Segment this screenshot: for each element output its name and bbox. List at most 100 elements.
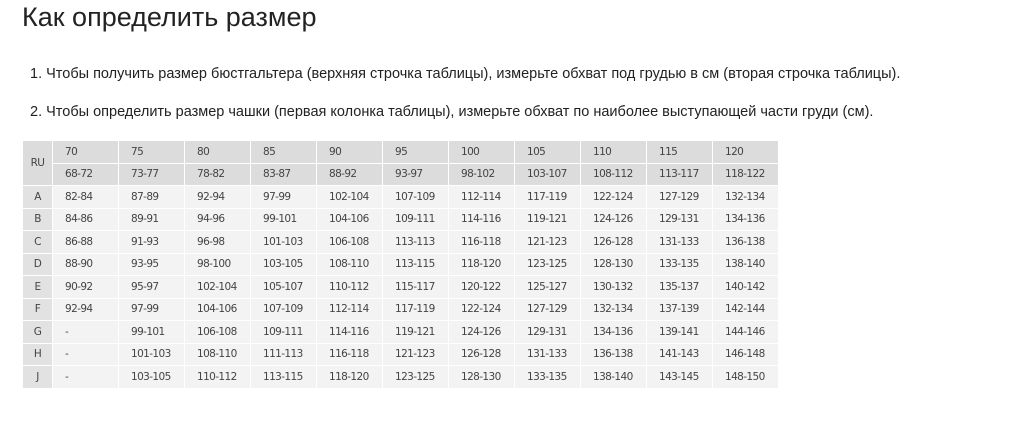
bust-range-cell: 134-136	[712, 207, 779, 231]
instruction-step-2: 2. Чтобы определить размер чашки (первая…	[30, 104, 874, 120]
bust-range-cell: 130-132	[580, 275, 647, 299]
bust-range-cell: 106-108	[184, 320, 251, 344]
bust-range-cell: 116-118	[316, 342, 383, 366]
bust-range-cell: 146-148	[712, 342, 779, 366]
underbust-cell: 108-112	[580, 162, 647, 186]
bust-range-cell: 90-92	[52, 275, 119, 299]
bust-range-cell: 121-123	[514, 230, 581, 254]
cup-cell: A	[22, 185, 53, 209]
band-size-cell: 120	[712, 140, 779, 164]
bust-range-cell: 122-124	[448, 297, 515, 321]
bust-range-cell: 113-113	[382, 230, 449, 254]
bust-range-cell: 129-131	[514, 320, 581, 344]
bust-range-cell: 104-106	[184, 297, 251, 321]
band-size-cell: 95	[382, 140, 449, 164]
band-size-cell: 105	[514, 140, 581, 164]
underbust-cell: 98-102	[448, 162, 515, 186]
bust-range-cell: 121-123	[382, 342, 449, 366]
bust-range-cell: 119-121	[382, 320, 449, 344]
bust-range-cell: 111-113	[250, 342, 317, 366]
bust-range-cell: 112-114	[316, 297, 383, 321]
bust-range-cell: 128-130	[448, 365, 515, 389]
bust-range-cell: 144-146	[712, 320, 779, 344]
bust-range-cell: 137-139	[646, 297, 713, 321]
cup-cell: H	[22, 342, 53, 366]
bust-range-cell: 136-138	[580, 342, 647, 366]
band-size-cell: 100	[448, 140, 515, 164]
bust-range-cell: 127-129	[514, 297, 581, 321]
bust-range-cell: 140-142	[712, 275, 779, 299]
bust-range-cell: 92-94	[52, 297, 119, 321]
bust-range-cell: 139-141	[646, 320, 713, 344]
bust-range-cell: 89-91	[118, 207, 185, 231]
bust-range-cell: 141-143	[646, 342, 713, 366]
bust-range-cell: 148-150	[712, 365, 779, 389]
cup-cell: J	[22, 365, 53, 389]
size-chart-table: RU 70 75 80 85 90 95 100 105 110 115 120 68-72 73-77 7…	[22, 140, 779, 389]
bust-range-cell: -	[52, 342, 119, 366]
underbust-cell: 78-82	[184, 162, 251, 186]
bust-range-cell: 97-99	[118, 297, 185, 321]
bust-range-cell: 133-135	[646, 252, 713, 276]
bust-range-cell: 95-97	[118, 275, 185, 299]
table-row: G -99-101 106-108 109-111 114-116 119-121 124-…	[22, 320, 779, 344]
bust-range-cell: 93-95	[118, 252, 185, 276]
bust-range-cell: 116-118	[448, 230, 515, 254]
bust-range-cell: 98-100	[184, 252, 251, 276]
underbust-cell: 83-87	[250, 162, 317, 186]
bust-range-cell: 106-108	[316, 230, 383, 254]
bust-range-cell: 118-120	[448, 252, 515, 276]
bust-range-cell: 123-125	[514, 252, 581, 276]
cup-cell: E	[22, 275, 53, 299]
underbust-cell: 113-117	[646, 162, 713, 186]
cup-cell: F	[22, 297, 53, 321]
underbust-cell: 68-72	[52, 162, 119, 186]
bust-range-cell: 138-140	[712, 252, 779, 276]
bust-range-cell: 107-109	[250, 297, 317, 321]
bust-range-cell: 103-105	[118, 365, 185, 389]
underbust-cell: 73-77	[118, 162, 185, 186]
bust-range-cell: 82-84	[52, 185, 119, 209]
bust-range-cell: 115-117	[382, 275, 449, 299]
bust-range-cell: 132-134	[580, 297, 647, 321]
bust-range-cell: 105-107	[250, 275, 317, 299]
bust-range-cell: 99-101	[118, 320, 185, 344]
bust-range-cell: 113-115	[382, 252, 449, 276]
bust-range-cell: 142-144	[712, 297, 779, 321]
underbust-cell: 93-97	[382, 162, 449, 186]
bust-range-cell: 108-110	[316, 252, 383, 276]
bust-range-cell: 143-145	[646, 365, 713, 389]
underbust-cell: 88-92	[316, 162, 383, 186]
bust-range-cell: 91-93	[118, 230, 185, 254]
underbust-cell: 118-122	[712, 162, 779, 186]
bust-range-cell: 122-124	[580, 185, 647, 209]
table-row: A 82-84 87-89 92-94 97-99 102-104 107-109 112-1…	[22, 185, 779, 209]
cup-cell: B	[22, 207, 53, 231]
bust-range-cell: 124-126	[580, 207, 647, 231]
table-row: J -103-105 110-112 113-115 118-120 123-125 128…	[22, 365, 779, 389]
bust-range-cell: 110-112	[184, 365, 251, 389]
band-size-cell: 90	[316, 140, 383, 164]
bust-range-cell: 132-134	[712, 185, 779, 209]
bust-range-cell: 117-119	[382, 297, 449, 321]
table-row: B 84-86 89-91 94-96 99-101 104-106 109-111 114-…	[22, 207, 779, 231]
bust-range-cell: 96-98	[184, 230, 251, 254]
bust-range-cell: 126-128	[580, 230, 647, 254]
table-row: C 86-88 91-93 96-98 101-103 106-108 113-113 116…	[22, 230, 779, 254]
instruction-step-1: 1. Чтобы получить размер бюстгальтера (в…	[30, 66, 901, 82]
bust-range-cell: 114-116	[316, 320, 383, 344]
bust-range-cell: 102-104	[316, 185, 383, 209]
bust-range-cell: -	[52, 365, 119, 389]
bust-range-cell: 108-110	[184, 342, 251, 366]
bust-range-cell: 118-120	[316, 365, 383, 389]
table-row: F 92-94 97-99 104-106 107-109 112-114 117-119 1…	[22, 297, 779, 321]
bust-range-cell: 138-140	[580, 365, 647, 389]
band-size-cell: 85	[250, 140, 317, 164]
bust-range-cell: 109-111	[250, 320, 317, 344]
underbust-cell: 103-107	[514, 162, 581, 186]
bust-range-cell: 127-129	[646, 185, 713, 209]
bust-range-cell: 131-133	[646, 230, 713, 254]
bust-range-cell: 119-121	[514, 207, 581, 231]
band-size-cell: 110	[580, 140, 647, 164]
bust-range-cell: 94-96	[184, 207, 251, 231]
